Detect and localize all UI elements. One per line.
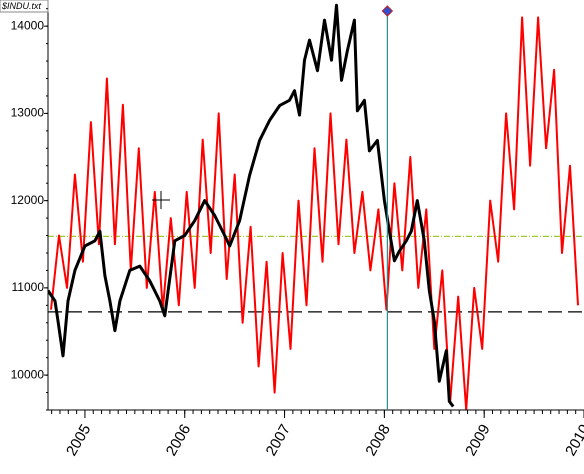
x-tick-label: 2008 [362,422,393,459]
marker-diamond [381,5,394,17]
chart-title: $INDU.txt [1,1,42,11]
x-tick-label: 2006 [163,422,194,459]
series-line [48,3,455,408]
y-tick-label: 13000 [11,106,45,120]
y-tick-label: 14000 [11,18,45,32]
x-tick-label: 2005 [63,422,94,459]
title-box [0,0,49,13]
y-tick-label: 11000 [12,280,45,294]
cursor [152,191,170,209]
x-tick-label: 2010 [562,422,584,459]
y-tick-label: 10000 [11,367,45,381]
plot-area [48,3,584,410]
x-tick-label: 2009 [462,422,493,459]
series-line [50,16,579,410]
x-tick-label: 2007 [263,422,294,459]
y-tick-label: 12000 [11,193,45,207]
